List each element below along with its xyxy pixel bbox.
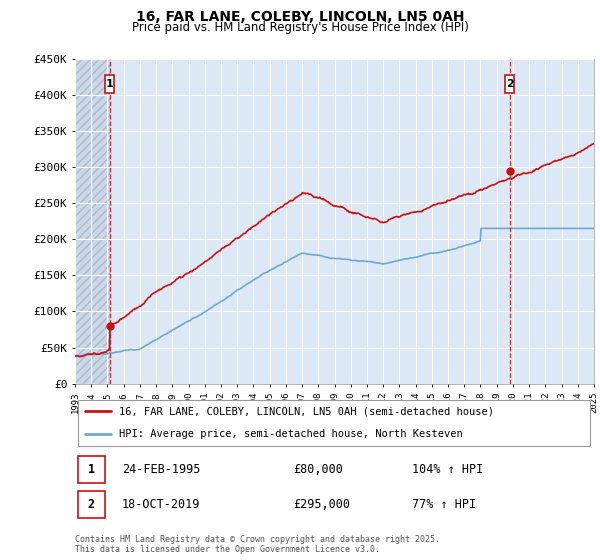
Text: 24-FEB-1995: 24-FEB-1995 (122, 463, 200, 476)
Text: Price paid vs. HM Land Registry's House Price Index (HPI): Price paid vs. HM Land Registry's House … (131, 21, 469, 34)
Text: 77% ↑ HPI: 77% ↑ HPI (412, 498, 476, 511)
Text: 1: 1 (106, 79, 114, 89)
Text: 104% ↑ HPI: 104% ↑ HPI (412, 463, 484, 476)
FancyBboxPatch shape (77, 400, 590, 446)
FancyBboxPatch shape (77, 492, 104, 518)
FancyBboxPatch shape (106, 75, 115, 93)
Bar (75, 59, 110, 384)
Text: 2: 2 (506, 79, 514, 89)
Text: 2: 2 (88, 498, 95, 511)
Text: Contains HM Land Registry data © Crown copyright and database right 2025.
This d: Contains HM Land Registry data © Crown c… (75, 535, 440, 554)
Bar (75, 59, 110, 384)
Text: £295,000: £295,000 (293, 498, 350, 511)
Text: HPI: Average price, semi-detached house, North Kesteven: HPI: Average price, semi-detached house,… (119, 430, 463, 440)
Text: 18-OCT-2019: 18-OCT-2019 (122, 498, 200, 511)
FancyBboxPatch shape (77, 456, 104, 483)
Text: 16, FAR LANE, COLEBY, LINCOLN, LN5 0AH: 16, FAR LANE, COLEBY, LINCOLN, LN5 0AH (136, 10, 464, 24)
Text: 1: 1 (88, 463, 95, 476)
Text: £80,000: £80,000 (293, 463, 343, 476)
FancyBboxPatch shape (505, 75, 514, 93)
Text: 16, FAR LANE, COLEBY, LINCOLN, LN5 0AH (semi-detached house): 16, FAR LANE, COLEBY, LINCOLN, LN5 0AH (… (119, 406, 494, 416)
